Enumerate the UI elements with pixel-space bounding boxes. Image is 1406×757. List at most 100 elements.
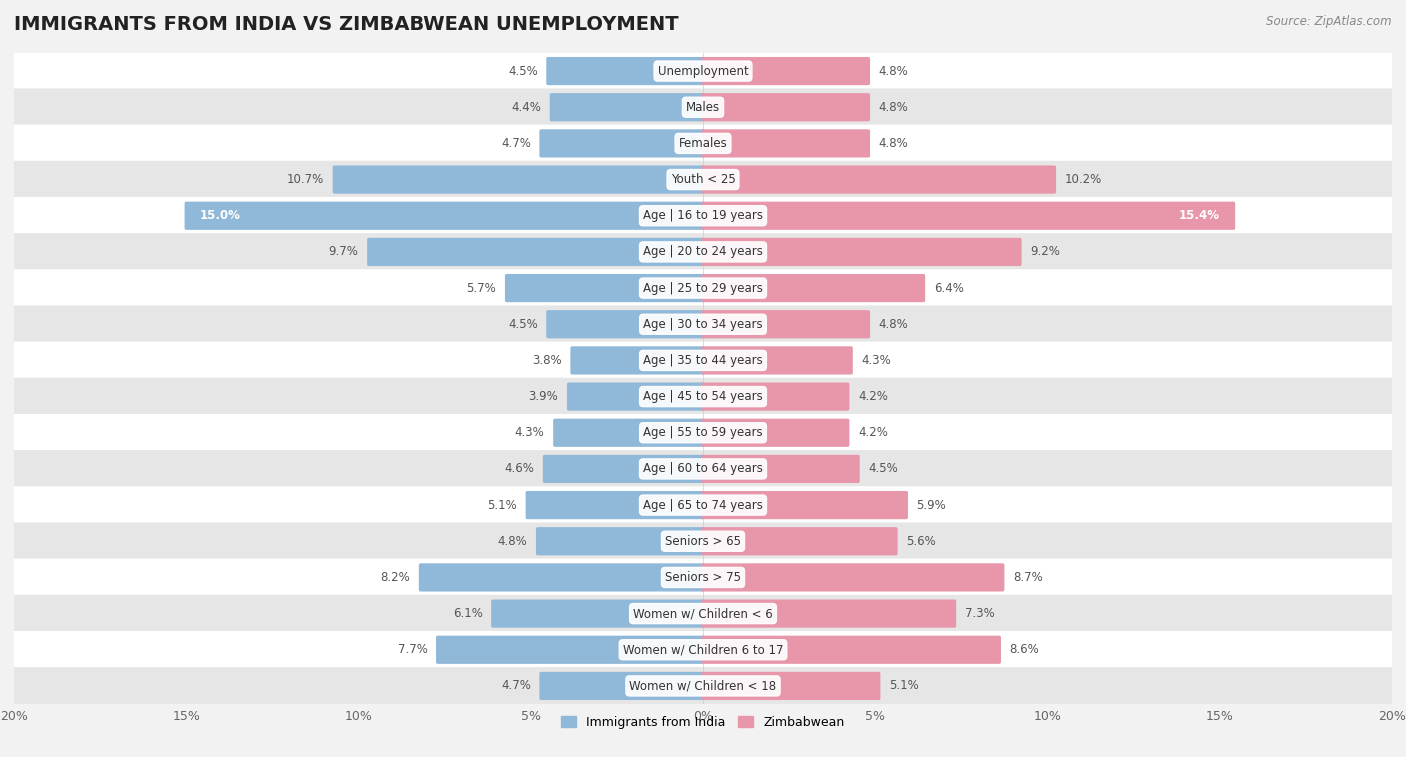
Text: 6.4%: 6.4%	[934, 282, 963, 294]
FancyBboxPatch shape	[702, 346, 853, 375]
FancyBboxPatch shape	[14, 125, 1392, 162]
FancyBboxPatch shape	[14, 486, 1392, 524]
FancyBboxPatch shape	[550, 93, 704, 121]
FancyBboxPatch shape	[526, 491, 704, 519]
FancyBboxPatch shape	[702, 671, 880, 700]
Text: 4.8%: 4.8%	[879, 318, 908, 331]
FancyBboxPatch shape	[702, 238, 1022, 266]
FancyBboxPatch shape	[702, 93, 870, 121]
Text: 8.2%: 8.2%	[381, 571, 411, 584]
FancyBboxPatch shape	[702, 491, 908, 519]
Text: 4.5%: 4.5%	[869, 463, 898, 475]
Text: Age | 20 to 24 years: Age | 20 to 24 years	[643, 245, 763, 258]
FancyBboxPatch shape	[567, 382, 704, 411]
Text: 4.8%: 4.8%	[879, 64, 908, 77]
Text: 6.1%: 6.1%	[453, 607, 482, 620]
FancyBboxPatch shape	[547, 57, 704, 86]
FancyBboxPatch shape	[14, 233, 1392, 271]
FancyBboxPatch shape	[14, 160, 1392, 198]
FancyBboxPatch shape	[702, 455, 859, 483]
FancyBboxPatch shape	[702, 274, 925, 302]
Text: 4.4%: 4.4%	[512, 101, 541, 114]
FancyBboxPatch shape	[702, 310, 870, 338]
FancyBboxPatch shape	[14, 595, 1392, 632]
Text: Females: Females	[679, 137, 727, 150]
FancyBboxPatch shape	[547, 310, 704, 338]
Text: 5.1%: 5.1%	[488, 499, 517, 512]
Text: 7.7%: 7.7%	[398, 643, 427, 656]
Text: 5.9%: 5.9%	[917, 499, 946, 512]
Text: 4.3%: 4.3%	[515, 426, 544, 439]
FancyBboxPatch shape	[702, 563, 1004, 591]
FancyBboxPatch shape	[14, 305, 1392, 343]
FancyBboxPatch shape	[571, 346, 704, 375]
FancyBboxPatch shape	[702, 166, 1056, 194]
Text: 4.8%: 4.8%	[498, 534, 527, 548]
FancyBboxPatch shape	[14, 197, 1392, 235]
Text: 4.7%: 4.7%	[501, 680, 531, 693]
Text: 4.5%: 4.5%	[508, 64, 537, 77]
FancyBboxPatch shape	[14, 269, 1392, 307]
Legend: Immigrants from India, Zimbabwean: Immigrants from India, Zimbabwean	[557, 711, 849, 734]
FancyBboxPatch shape	[505, 274, 704, 302]
Text: 4.8%: 4.8%	[879, 137, 908, 150]
FancyBboxPatch shape	[14, 341, 1392, 379]
FancyBboxPatch shape	[702, 636, 1001, 664]
Text: 8.7%: 8.7%	[1012, 571, 1043, 584]
Text: Youth < 25: Youth < 25	[671, 173, 735, 186]
FancyBboxPatch shape	[14, 414, 1392, 452]
Text: Women w/ Children < 18: Women w/ Children < 18	[630, 680, 776, 693]
Text: 4.2%: 4.2%	[858, 426, 887, 439]
Text: 4.3%: 4.3%	[862, 354, 891, 367]
FancyBboxPatch shape	[702, 600, 956, 628]
FancyBboxPatch shape	[367, 238, 704, 266]
FancyBboxPatch shape	[702, 382, 849, 411]
Text: 9.7%: 9.7%	[329, 245, 359, 258]
Text: Age | 55 to 59 years: Age | 55 to 59 years	[643, 426, 763, 439]
FancyBboxPatch shape	[14, 378, 1392, 416]
Text: Women w/ Children < 6: Women w/ Children < 6	[633, 607, 773, 620]
FancyBboxPatch shape	[419, 563, 704, 591]
FancyBboxPatch shape	[333, 166, 704, 194]
Text: 4.6%: 4.6%	[505, 463, 534, 475]
FancyBboxPatch shape	[14, 450, 1392, 488]
Text: 3.8%: 3.8%	[531, 354, 562, 367]
Text: 5.1%: 5.1%	[889, 680, 918, 693]
Text: Age | 25 to 29 years: Age | 25 to 29 years	[643, 282, 763, 294]
FancyBboxPatch shape	[14, 522, 1392, 560]
Text: 4.2%: 4.2%	[858, 390, 887, 403]
FancyBboxPatch shape	[543, 455, 704, 483]
Text: 9.2%: 9.2%	[1031, 245, 1060, 258]
FancyBboxPatch shape	[702, 201, 1236, 230]
Text: 5.7%: 5.7%	[467, 282, 496, 294]
FancyBboxPatch shape	[702, 57, 870, 86]
FancyBboxPatch shape	[14, 631, 1392, 668]
Text: 15.0%: 15.0%	[200, 209, 240, 223]
FancyBboxPatch shape	[553, 419, 704, 447]
Text: Age | 60 to 64 years: Age | 60 to 64 years	[643, 463, 763, 475]
Text: Women w/ Children 6 to 17: Women w/ Children 6 to 17	[623, 643, 783, 656]
Text: Source: ZipAtlas.com: Source: ZipAtlas.com	[1267, 15, 1392, 28]
FancyBboxPatch shape	[536, 527, 704, 556]
Text: Age | 16 to 19 years: Age | 16 to 19 years	[643, 209, 763, 223]
Text: 4.7%: 4.7%	[501, 137, 531, 150]
Text: 10.7%: 10.7%	[287, 173, 323, 186]
Text: Unemployment: Unemployment	[658, 64, 748, 77]
Text: Age | 45 to 54 years: Age | 45 to 54 years	[643, 390, 763, 403]
Text: 8.6%: 8.6%	[1010, 643, 1039, 656]
FancyBboxPatch shape	[702, 419, 849, 447]
FancyBboxPatch shape	[436, 636, 704, 664]
FancyBboxPatch shape	[702, 129, 870, 157]
Text: 15.4%: 15.4%	[1178, 209, 1219, 223]
FancyBboxPatch shape	[491, 600, 704, 628]
FancyBboxPatch shape	[702, 527, 897, 556]
Text: 4.8%: 4.8%	[879, 101, 908, 114]
FancyBboxPatch shape	[14, 52, 1392, 90]
FancyBboxPatch shape	[184, 201, 704, 230]
Text: 5.6%: 5.6%	[907, 534, 936, 548]
Text: 4.5%: 4.5%	[508, 318, 537, 331]
Text: IMMIGRANTS FROM INDIA VS ZIMBABWEAN UNEMPLOYMENT: IMMIGRANTS FROM INDIA VS ZIMBABWEAN UNEM…	[14, 15, 679, 34]
FancyBboxPatch shape	[14, 667, 1392, 705]
FancyBboxPatch shape	[540, 671, 704, 700]
Text: Seniors > 75: Seniors > 75	[665, 571, 741, 584]
